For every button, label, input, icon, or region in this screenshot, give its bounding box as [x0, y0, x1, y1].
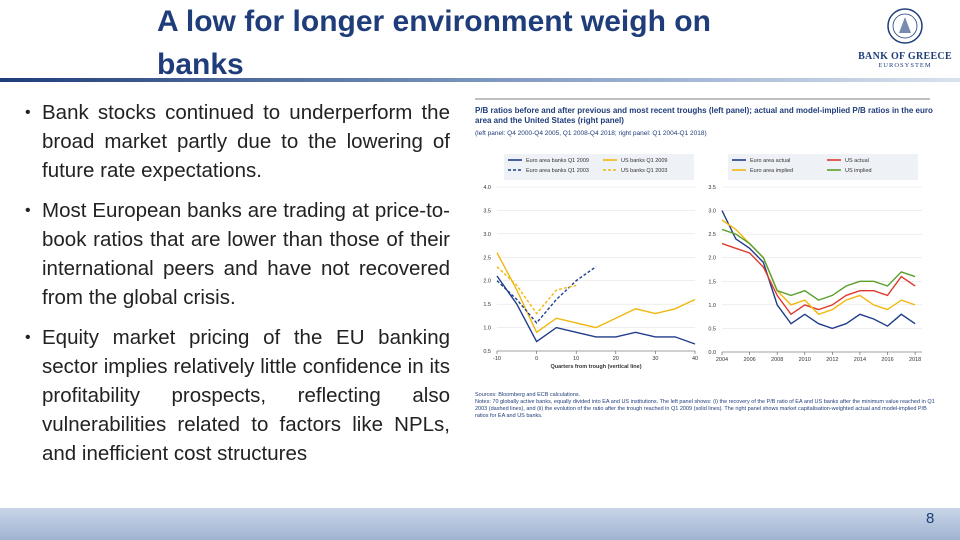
logo-emblem: [887, 8, 923, 44]
figure: P/B ratios before and after previous and…: [475, 98, 935, 419]
logo-sub: EUROSYSTEM: [878, 62, 932, 69]
y-tick-label: 0.5: [708, 326, 716, 332]
bullet-list: Bank stocks continued to underperform th…: [22, 98, 450, 479]
x-tick-label: 40: [692, 356, 698, 362]
figure-note-text: Notes: 70 globally active banks, equally…: [475, 399, 935, 419]
slide-title: A low for longer environment weigh on ba…: [157, 5, 711, 81]
x-tick-label: 30: [652, 356, 658, 362]
series-line: [496, 266, 597, 324]
x-tick-label: 2018: [909, 357, 921, 363]
legend-label: Euro area banks Q1 2009: [526, 158, 589, 164]
legend-label: Euro area implied: [750, 168, 793, 174]
legend-box: [504, 154, 694, 180]
series-line: [496, 266, 577, 315]
y-tick-label: 2.0: [483, 279, 491, 285]
y-tick-label: 1.5: [483, 302, 491, 308]
legend-label: US banks Q1 2009: [621, 158, 667, 164]
x-tick-label: 2006: [743, 357, 755, 363]
figure-title: P/B ratios before and after previous and…: [475, 106, 933, 125]
x-tick-label: 2010: [799, 357, 811, 363]
x-tick-label: 2004: [716, 357, 728, 363]
logo-name: BANK OF GREECE: [858, 51, 952, 62]
legend-label: US implied: [845, 168, 872, 174]
legend-label: US banks Q1 2003: [621, 168, 667, 174]
x-tick-label: 2012: [826, 357, 838, 363]
x-tick-label: -10: [493, 356, 501, 362]
y-tick-label: 2.5: [483, 255, 491, 261]
x-tick-label: 2014: [854, 357, 866, 363]
x-axis-label: Quarters from trough (vertical line): [550, 364, 641, 370]
x-tick-label: 2016: [881, 357, 893, 363]
bullet: Bank stocks continued to underperform th…: [22, 98, 450, 185]
x-tick-label: 0: [535, 356, 538, 362]
y-tick-label: 1.0: [483, 326, 491, 332]
y-tick-label: 3.5: [483, 208, 491, 214]
x-tick-label: 2008: [771, 357, 783, 363]
figure-sources: Sources: Bloomberg and ECB calculations.: [475, 392, 581, 398]
y-tick-label: 1.0: [708, 303, 716, 309]
series-line: [496, 252, 696, 334]
y-tick-label: 2.5: [708, 232, 716, 238]
x-tick-label: 20: [613, 356, 619, 362]
legend-label: US actual: [845, 158, 869, 164]
logo: BANK OF GREECE EUROSYSTEM: [850, 6, 960, 69]
y-tick-label: 3.5: [708, 185, 716, 191]
figure-subtitle: (left panel: Q4 2000-Q4 2005, Q1 2008-Q4…: [475, 130, 707, 137]
y-tick-label: 1.5: [708, 279, 716, 285]
legend-box: [728, 154, 918, 180]
y-tick-label: 2.0: [708, 256, 716, 262]
legend-label: Euro area actual: [750, 158, 790, 164]
y-tick-label: 3.0: [708, 209, 716, 215]
y-tick-label: 4.0: [483, 185, 491, 191]
series-line: [721, 228, 916, 301]
legend-label: Euro area banks Q1 2003: [526, 168, 589, 174]
bullet: Equity market pricing of the EU banking …: [22, 323, 450, 468]
figure-heading: P/B ratios before and after previous and…: [475, 106, 933, 137]
title-rule: [0, 78, 960, 82]
footer-band: [0, 508, 960, 540]
series-line: [496, 275, 696, 345]
figure-notes: Sources: Bloomberg and ECB calculations.…: [475, 392, 935, 419]
series-line: [721, 210, 916, 330]
x-tick-label: 10: [573, 356, 579, 362]
page-number: 8: [926, 510, 935, 527]
y-tick-label: 0.5: [483, 349, 491, 355]
y-tick-label: 0.0: [708, 350, 716, 356]
bullet: Most European banks are trading at price…: [22, 196, 450, 312]
y-tick-label: 3.0: [483, 232, 491, 238]
series-line: [721, 242, 916, 316]
